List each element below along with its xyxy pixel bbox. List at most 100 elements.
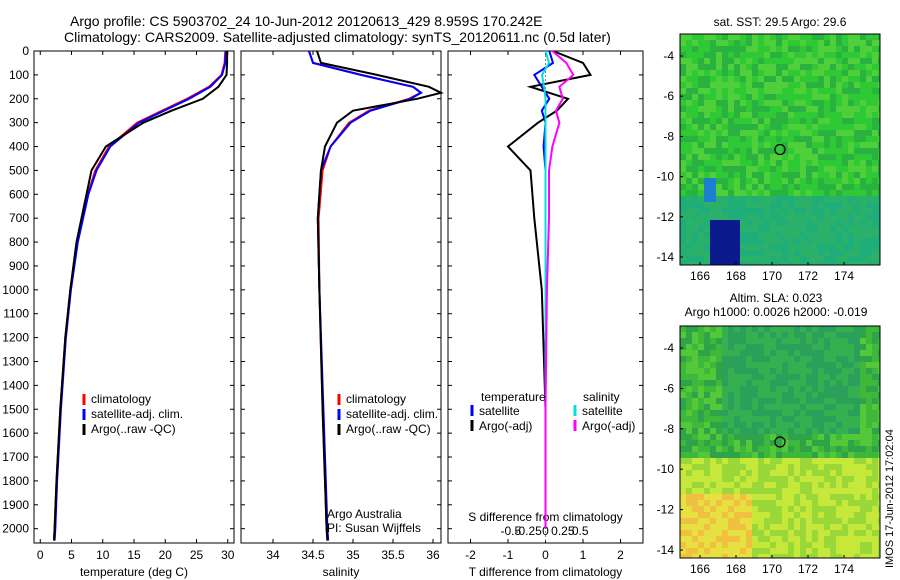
map-cell [872,434,878,440]
map-cell [866,106,872,112]
map-cell [692,404,698,410]
map-cell [698,362,704,368]
map-cell [722,226,728,232]
map-cell [764,488,770,494]
map-cell [830,64,836,70]
map-cell [758,536,764,542]
map-cell [740,362,746,368]
map-cell [812,52,818,58]
map-cell [746,374,752,380]
map-cell [830,136,836,142]
map-cell [860,232,866,238]
map-cell [794,476,800,482]
map-cell [752,362,758,368]
map-cell [872,256,878,262]
map-cell [842,392,848,398]
map-cell [788,362,794,368]
map-cell [806,34,812,40]
map-cell [716,374,722,380]
map-cell [818,52,824,58]
map-cell [794,374,800,380]
map-cell [746,518,752,524]
map-cell [722,190,728,196]
map-cell [848,40,854,46]
map-cell [752,262,758,265]
map-cell [866,226,872,232]
map-cell [806,250,812,256]
map-cell [830,398,836,404]
map-cell [710,338,716,344]
map-cell [842,88,848,94]
map-cell [836,368,842,374]
map-cell [860,100,866,106]
map-cell [680,458,686,464]
map-cell [698,70,704,76]
map-cell [830,416,836,422]
map-cell [872,548,878,554]
map-cell [686,34,692,40]
map-cell [860,422,866,428]
map-cell [686,52,692,58]
map-cell [794,404,800,410]
map-cell [692,530,698,536]
map-cell [866,46,872,52]
map-cell [794,548,800,554]
map-cell [764,40,770,46]
map-cell [878,470,880,476]
map-cell [872,440,878,446]
map-cell [752,214,758,220]
map-cell [770,374,776,380]
map-cell [806,518,812,524]
map-cell [770,232,776,238]
map-cell [716,518,722,524]
map-cell [824,46,830,52]
map-cell [704,548,710,554]
map-cell [860,112,866,118]
map-cell [830,458,836,464]
map-cell [824,482,830,488]
map-cell [782,160,788,166]
map-cell [794,196,800,202]
map-cell [734,238,740,244]
x-tick-label: 10 [96,548,110,562]
map-cell [692,34,698,40]
map-cell [812,190,818,196]
map-cell [758,46,764,52]
map-cell [752,142,758,148]
map-cell [812,428,818,434]
map-cell [830,536,836,542]
map-cell [776,226,782,232]
map-cell [836,184,842,190]
map-cell [740,506,746,512]
map-cell [716,530,722,536]
map-cell [800,362,806,368]
map-cell [722,142,728,148]
map-cell [686,220,692,226]
map-cell [716,136,722,142]
map-cell [734,392,740,398]
map-cell [848,536,854,542]
map-cell [842,40,848,46]
map-cell [758,124,764,130]
map-cell [728,40,734,46]
map-cell [872,202,878,208]
map-cell [848,482,854,488]
map-lat-label: -14 [657,543,675,557]
map-cell [734,64,740,70]
map-cell [794,244,800,250]
map-cell [740,256,746,262]
legend-label: satellite-adj. clim. [91,407,183,421]
map-cell [728,82,734,88]
map-cell [812,172,818,178]
map-cell [734,142,740,148]
map-cell [818,464,824,470]
map-cell [692,166,698,172]
map-cell [704,82,710,88]
map-cell [878,82,880,88]
map-cell [794,232,800,238]
map-lon-label: 168 [726,269,746,283]
map-cell [872,70,878,76]
map-cell [740,542,746,548]
map-cell [842,410,848,416]
map-cell [770,124,776,130]
